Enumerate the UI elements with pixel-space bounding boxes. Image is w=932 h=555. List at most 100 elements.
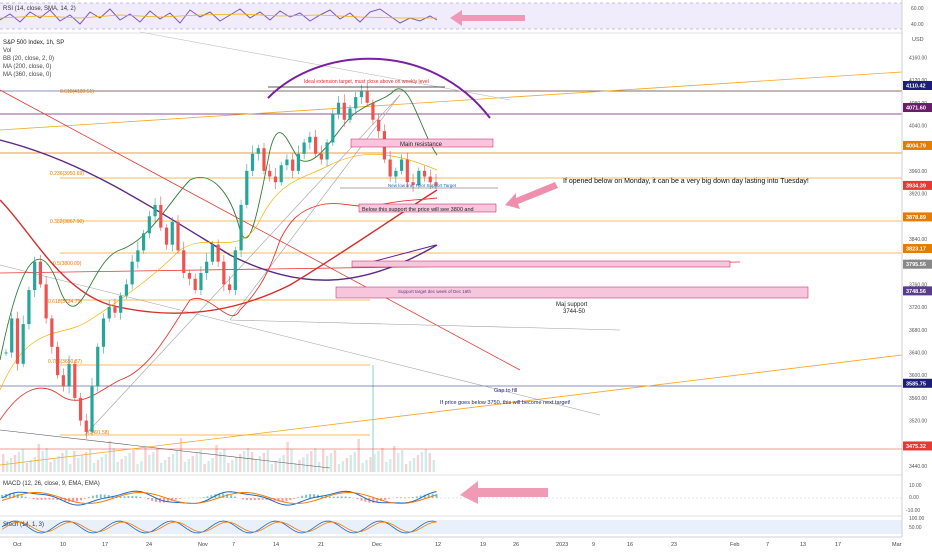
- volume-bar: [298, 460, 300, 472]
- candle-body: [188, 273, 191, 279]
- macd-tick-0: 0.00: [909, 495, 919, 501]
- macd-hist-bar: [297, 497, 299, 498]
- candle-body: [262, 148, 265, 171]
- macd-hist-bar: [41, 498, 43, 500]
- macd-hist-bar: [412, 497, 414, 498]
- volume-bar: [271, 464, 273, 472]
- price-tick: 3600.00: [909, 373, 927, 379]
- candle-body: [142, 233, 145, 250]
- extension-arc: [268, 59, 490, 118]
- candle-body: [153, 205, 156, 216]
- candle-body: [182, 250, 185, 273]
- candle-body: [303, 142, 306, 153]
- volume-bar: [93, 463, 95, 472]
- macd-hist-bar: [131, 496, 133, 498]
- volume-bar: [326, 456, 328, 472]
- volume-bar: [207, 461, 209, 472]
- candle-body: [85, 421, 88, 432]
- candle-body: [39, 262, 42, 285]
- macd-hist-bar: [408, 497, 410, 498]
- macd-arrow: [460, 481, 548, 504]
- macd-hist-bar: [80, 498, 82, 500]
- candle-body: [67, 364, 70, 387]
- time-tick: 10: [60, 542, 66, 548]
- volume-bar: [81, 455, 83, 472]
- volume-bar: [330, 453, 332, 472]
- fib-label-05: 0.5(3800.09): [53, 261, 82, 267]
- mid-support-box: [352, 261, 730, 267]
- candle-body: [27, 290, 30, 324]
- candle-body: [194, 279, 197, 290]
- macd-hist-bar: [179, 498, 181, 499]
- candle-body: [222, 262, 225, 285]
- volume-bar: [73, 451, 75, 472]
- candle-body: [108, 307, 111, 318]
- volume-bar: [160, 463, 162, 472]
- volume-bar: [413, 458, 415, 472]
- volume-bar: [97, 460, 99, 472]
- candle-body: [90, 387, 93, 432]
- macd-hist-bar: [333, 497, 335, 498]
- gap-note: If price goes below 3750, this will beco…: [440, 400, 571, 406]
- price-badge-text: 3585.75: [906, 381, 926, 387]
- price-badge-text: 3878.89: [906, 215, 926, 221]
- candle-body: [56, 347, 59, 375]
- volume-bar: [243, 451, 245, 472]
- volume-bar: [2, 454, 4, 472]
- macd-hist-bar: [357, 498, 359, 499]
- candle-body: [199, 273, 202, 290]
- macd-hist-bar: [258, 498, 260, 500]
- candle-body: [337, 103, 340, 114]
- volume-bar: [247, 448, 249, 472]
- volume-bar: [124, 456, 126, 472]
- candle-body: [245, 171, 248, 205]
- macd-hist-bar: [337, 497, 339, 498]
- volume-bars: [2, 365, 435, 472]
- volume-bar: [421, 452, 423, 472]
- time-tick: 19: [480, 542, 486, 548]
- macd-hist-bar: [436, 494, 438, 498]
- candle-body: [291, 160, 294, 171]
- time-tick: Dec: [372, 542, 382, 548]
- volume-bar: [401, 450, 403, 472]
- candle-body: [96, 347, 99, 387]
- volume-bar: [338, 464, 340, 472]
- volume-bar: [156, 449, 158, 472]
- macd-hist-bar: [285, 498, 287, 501]
- price-tick: 3840.00: [909, 237, 927, 243]
- volume-bar: [259, 456, 261, 472]
- macd-hist-bar: [33, 498, 35, 499]
- time-tick: 26: [513, 542, 519, 548]
- volume-bar: [18, 452, 20, 472]
- macd-hist-bar: [293, 498, 295, 499]
- volume-bar: [361, 463, 363, 472]
- macd-hist-bar: [230, 495, 232, 498]
- volume-bar: [49, 462, 51, 472]
- volume-bar: [358, 439, 360, 472]
- study-ma200: MA (200, close, 0): [3, 64, 51, 70]
- price-badge-text: 3795.56: [906, 262, 926, 268]
- macd-hist-bar: [329, 497, 331, 498]
- rsi-label: RSI (14, close, SMA, 14, 2): [3, 6, 76, 12]
- volume-bar: [385, 462, 387, 472]
- time-tick: 12: [435, 542, 441, 548]
- volume-bar: [30, 460, 32, 472]
- macd-hist-bar: [384, 498, 386, 500]
- time-tick: 14: [273, 542, 279, 548]
- monday-note: If opened below on Monday, it can be a v…: [563, 178, 809, 185]
- volume-bar: [381, 448, 383, 472]
- volume-bar: [148, 455, 150, 472]
- fib-label-0786: 0.786(3650.87): [48, 359, 82, 365]
- price-tick: 3960.00: [909, 169, 927, 175]
- price-tick: 3520.00: [909, 419, 927, 425]
- volume-bar: [397, 453, 399, 472]
- candle-body: [211, 245, 214, 262]
- time-tick: 9: [592, 542, 595, 548]
- candle-body: [389, 160, 392, 177]
- candle-body: [22, 324, 25, 364]
- study-vol: Vol: [3, 48, 11, 54]
- volume-bar: [109, 441, 111, 472]
- time-tick: Feb: [730, 542, 739, 548]
